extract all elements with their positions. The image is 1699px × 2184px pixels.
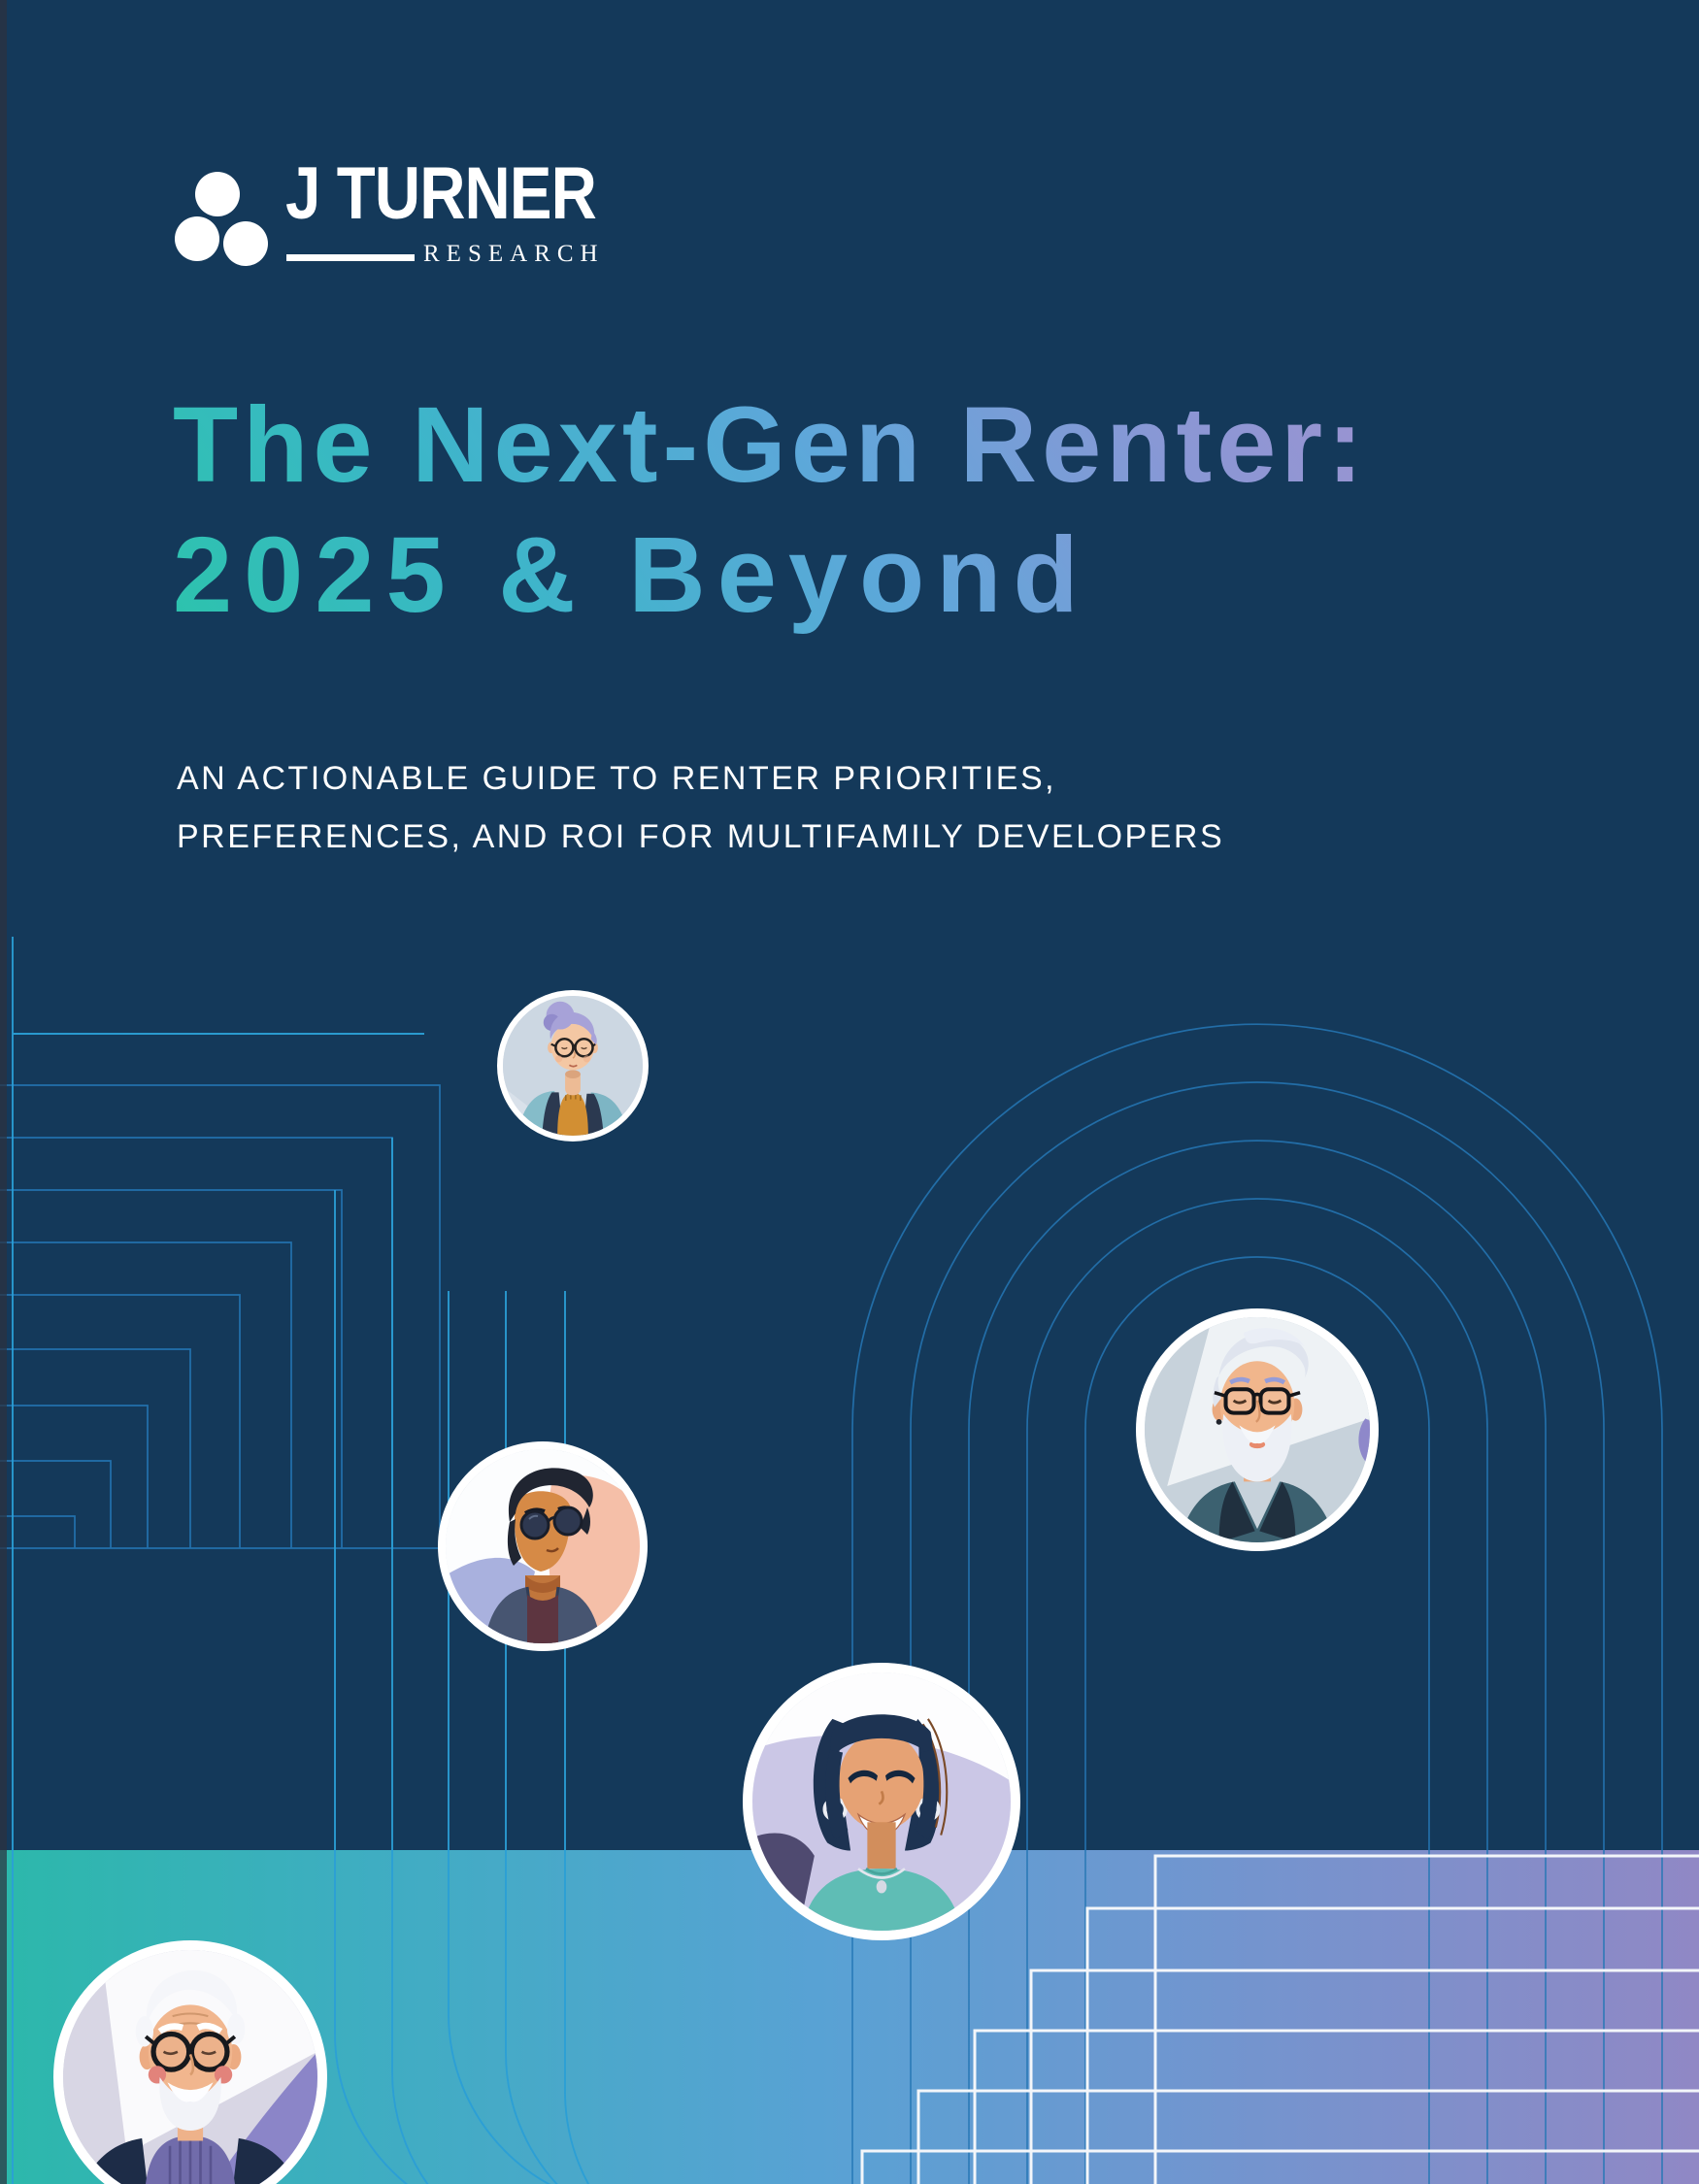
white-nested-rectangles bbox=[860, 1854, 1699, 2184]
report-subtitle: AN ACTIONABLE GUIDE TO RENTER PRIORITIES… bbox=[177, 749, 1390, 866]
report-title-line2: 2025 & Beyond bbox=[173, 515, 1090, 636]
logo-underline-bar bbox=[286, 254, 415, 261]
cyan-accent-lines bbox=[12, 937, 590, 2184]
left-edge-shadow bbox=[0, 0, 7, 2184]
avatar-illustration-senior-woman bbox=[503, 996, 643, 1136]
avatar-senior-woman-bun-glasses bbox=[497, 990, 649, 1142]
three-circles-logo-icon bbox=[175, 172, 268, 266]
avatar-illustration-senior-man-beard bbox=[1145, 1317, 1370, 1542]
logo-brand-name: J TURNER bbox=[285, 152, 597, 235]
avatar-young-man-sunglasses bbox=[438, 1441, 648, 1651]
logo-text: J TURNER RESEARCH bbox=[285, 155, 635, 278]
avatar-illustration-smiling-woman bbox=[752, 1672, 1011, 1931]
avatar-illustration-young-man bbox=[446, 1449, 640, 1643]
avatar-smiling-woman-dark-hair bbox=[743, 1663, 1020, 1940]
logo-division-name: RESEARCH bbox=[423, 241, 605, 267]
report-subtitle-line2: PREFERENCES, AND ROI FOR MULTIFAMILY DEV… bbox=[177, 818, 1225, 855]
avatar-illustration-senior-man-round-glasses bbox=[63, 1950, 317, 2184]
avatar-senior-man-white-beard bbox=[1136, 1308, 1379, 1551]
logo: J TURNER RESEARCH bbox=[171, 155, 635, 278]
report-title: The Next-Gen Renter: 2025 & Beyond bbox=[173, 381, 1532, 641]
concentric-arches bbox=[851, 1023, 1663, 2184]
report-subtitle-line1: AN ACTIONABLE GUIDE TO RENTER PRIORITIES… bbox=[177, 760, 1057, 797]
avatar-senior-man-round-glasses bbox=[53, 1940, 327, 2184]
report-title-line1: The Next-Gen Renter: bbox=[173, 385, 1368, 505]
